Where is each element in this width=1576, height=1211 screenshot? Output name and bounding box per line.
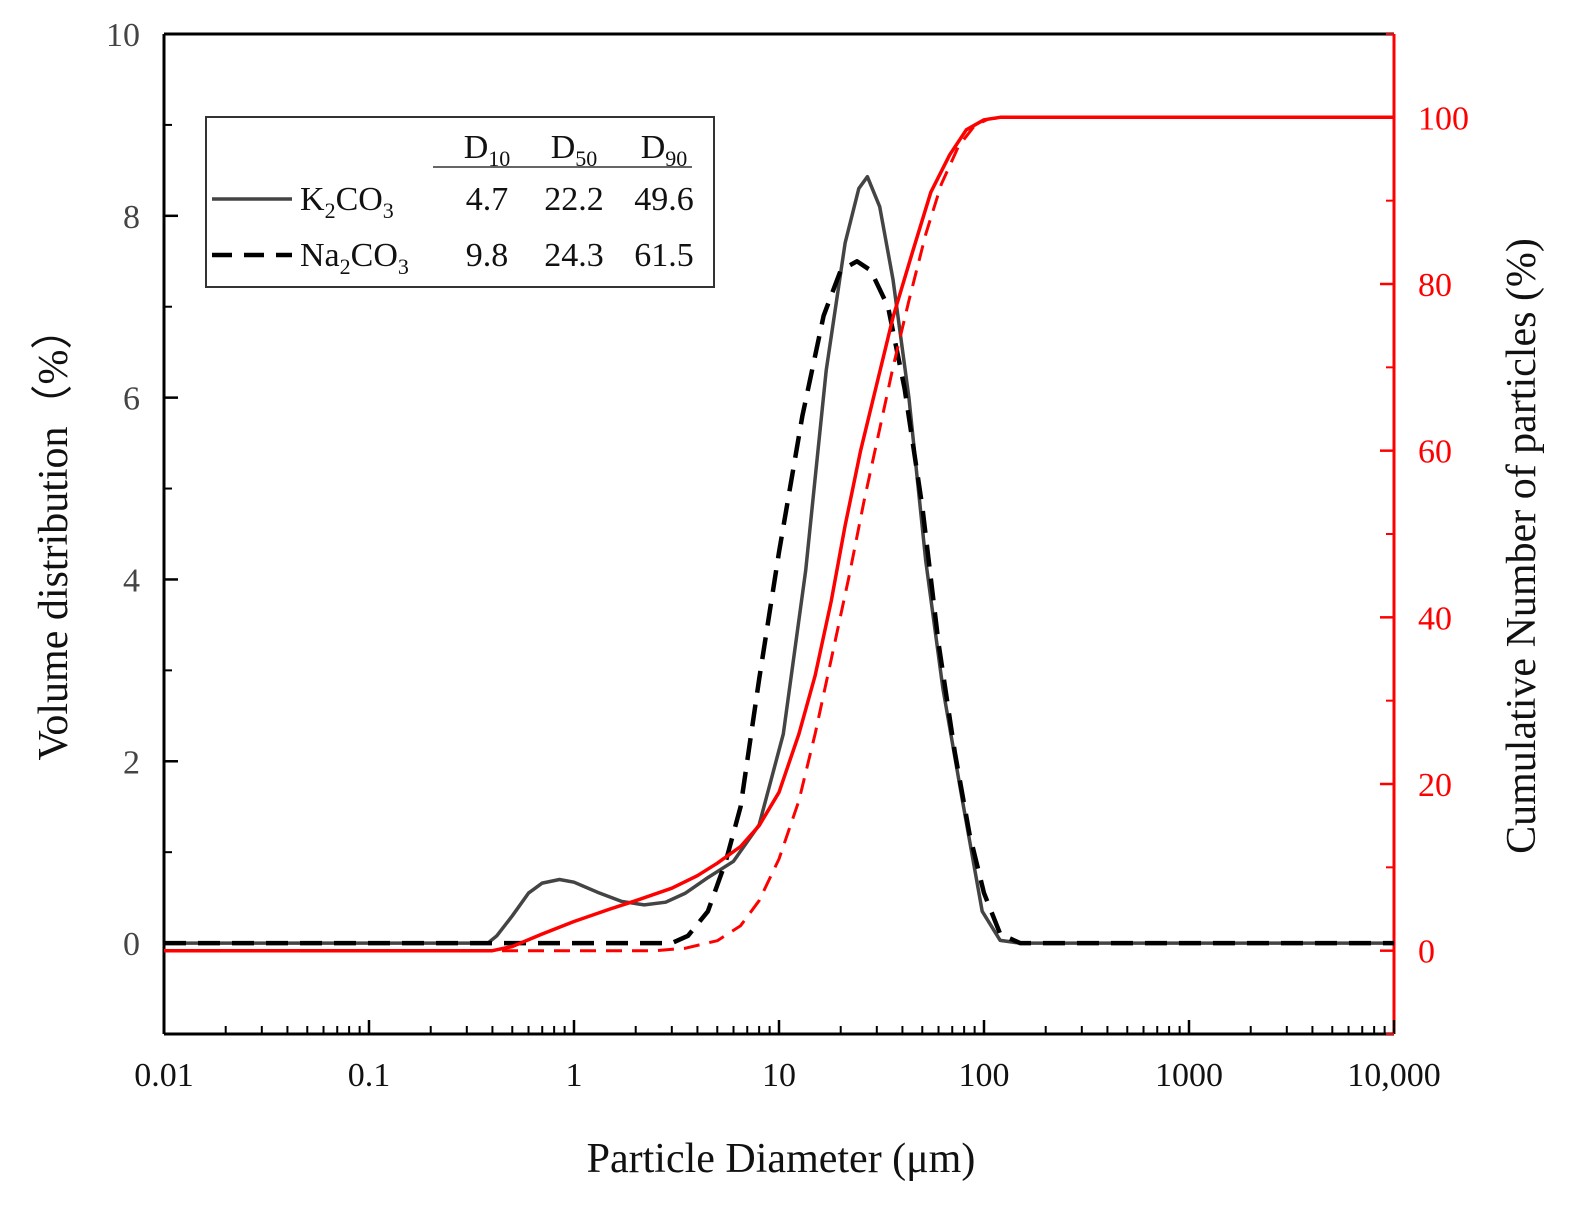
y-right-tick-label: 60 <box>1418 434 1452 471</box>
legend-label-1: Na2CO3 <box>300 237 409 279</box>
legend-header-sub: 50 <box>575 146 597 171</box>
x-axis-title: Particle Diameter (μm) <box>587 1136 976 1182</box>
y-left-tick-label: 0 <box>123 926 140 963</box>
series-line-0 <box>164 174 1394 945</box>
legend-value-0-0: 4.7 <box>466 181 509 218</box>
x-tick-label: 0.1 <box>348 1057 391 1094</box>
legend-header-1: D50 <box>551 129 598 171</box>
axes-layer: 0.01 0.1 1 10 100 1000 10,00002468100204060801… <box>31 17 1545 1182</box>
y-left-tick-label: 8 <box>123 199 140 236</box>
legend-label-subscript: 2 <box>325 198 336 223</box>
legend-label-subscript: 3 <box>398 254 409 279</box>
y-right-axis-title: Cumulative Number of particles (%) <box>1499 238 1545 854</box>
legend-label-part: CO <box>351 237 398 274</box>
legend-box <box>205 116 715 288</box>
legend-label-part: Na <box>300 237 340 274</box>
legend-label-part: K <box>300 181 325 218</box>
legend-label-subscript: 2 <box>340 254 351 279</box>
series-line-1 <box>164 259 1394 946</box>
legend-header-sub: 90 <box>665 146 687 171</box>
legend-label-subscript: 3 <box>383 198 394 223</box>
legend-value-0-2: 49.6 <box>634 181 694 218</box>
y-left-tick-label: 10 <box>106 17 140 54</box>
y-left-tick-label: 4 <box>123 562 140 599</box>
y-right-tick-label: 100 <box>1418 100 1469 137</box>
legend-label-part: CO <box>336 181 383 218</box>
x-tick-label: 100 <box>959 1057 1010 1094</box>
y-right-tick-label: 40 <box>1418 600 1452 637</box>
x-tick-label: 1000 <box>1155 1057 1223 1094</box>
legend-header-main: D <box>551 129 576 166</box>
y-left-tick-label: 2 <box>123 744 140 781</box>
legend-value-0-1: 22.2 <box>544 181 604 218</box>
legend-header-sub: 10 <box>488 146 510 171</box>
x-tick-label: 0.01 <box>134 1057 194 1094</box>
legend-value-1-2: 61.5 <box>634 237 694 274</box>
legend-value-1-0: 9.8 <box>466 237 509 274</box>
legend-header-2: D90 <box>641 129 688 171</box>
y-right-tick-label: 20 <box>1418 767 1452 804</box>
legend-header-0: D10 <box>464 129 511 171</box>
legend-header-main: D <box>641 129 666 166</box>
y-right-tick-label: 0 <box>1418 934 1435 971</box>
series-line-2 <box>164 115 1394 953</box>
x-tick-label: 10,000 <box>1347 1057 1441 1094</box>
x-tick-label: 1 <box>566 1057 583 1094</box>
y-left-axis-title: Volume distribution（%） <box>31 307 77 760</box>
series-layer <box>164 115 1394 953</box>
y-right-tick-label: 80 <box>1418 267 1452 304</box>
x-tick-label: 10 <box>762 1057 796 1094</box>
legend-value-1-1: 24.3 <box>544 237 604 274</box>
legend-label-0: K2CO3 <box>300 181 394 223</box>
legend-header-main: D <box>464 129 489 166</box>
series-line-3 <box>164 115 1394 953</box>
y-left-tick-label: 6 <box>123 381 140 418</box>
